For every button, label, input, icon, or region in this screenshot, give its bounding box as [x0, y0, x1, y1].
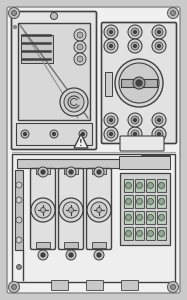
- Bar: [21, 35, 53, 63]
- Circle shape: [134, 118, 137, 122]
- Circle shape: [94, 250, 104, 260]
- Circle shape: [171, 284, 176, 290]
- Bar: [12, 154, 175, 282]
- Bar: [121, 79, 157, 87]
- Circle shape: [41, 170, 45, 174]
- FancyBboxPatch shape: [11, 11, 96, 149]
- Circle shape: [128, 25, 142, 39]
- Bar: [135, 179, 144, 192]
- Bar: [36, 242, 50, 248]
- Circle shape: [38, 167, 48, 177]
- Circle shape: [159, 214, 165, 220]
- Circle shape: [136, 80, 142, 86]
- Circle shape: [152, 25, 166, 39]
- Circle shape: [13, 26, 16, 29]
- Circle shape: [79, 130, 87, 138]
- Bar: [124, 195, 133, 208]
- Circle shape: [53, 133, 56, 136]
- Circle shape: [94, 167, 104, 177]
- Bar: [157, 195, 166, 208]
- Circle shape: [128, 127, 142, 141]
- Circle shape: [97, 253, 101, 257]
- Circle shape: [155, 28, 163, 36]
- Bar: [64, 242, 78, 248]
- Circle shape: [66, 250, 76, 260]
- Circle shape: [110, 31, 113, 34]
- Circle shape: [155, 130, 163, 138]
- Circle shape: [110, 44, 113, 47]
- Circle shape: [97, 170, 101, 174]
- Circle shape: [137, 199, 142, 205]
- Bar: [157, 211, 166, 224]
- Circle shape: [11, 11, 16, 16]
- Circle shape: [152, 113, 166, 127]
- Circle shape: [77, 44, 83, 50]
- Circle shape: [69, 170, 73, 174]
- FancyBboxPatch shape: [87, 280, 103, 290]
- Circle shape: [16, 217, 22, 223]
- Circle shape: [8, 281, 19, 292]
- Circle shape: [16, 237, 22, 243]
- Circle shape: [137, 182, 142, 188]
- Circle shape: [115, 59, 163, 107]
- Circle shape: [128, 39, 142, 53]
- Circle shape: [148, 182, 154, 188]
- Circle shape: [125, 214, 131, 220]
- Circle shape: [107, 130, 115, 138]
- FancyBboxPatch shape: [102, 22, 177, 143]
- Circle shape: [119, 63, 159, 103]
- Circle shape: [137, 214, 142, 220]
- Bar: [17, 159, 137, 168]
- Bar: [92, 242, 106, 248]
- Circle shape: [159, 199, 165, 205]
- Circle shape: [24, 133, 27, 136]
- Circle shape: [82, 133, 85, 136]
- Circle shape: [110, 133, 113, 136]
- Circle shape: [125, 199, 131, 205]
- Bar: [157, 227, 166, 240]
- Circle shape: [131, 28, 139, 36]
- Circle shape: [148, 230, 154, 236]
- Bar: [16, 123, 92, 145]
- Circle shape: [77, 32, 83, 38]
- Circle shape: [16, 182, 22, 188]
- Circle shape: [157, 31, 160, 34]
- Circle shape: [131, 116, 139, 124]
- Circle shape: [74, 41, 86, 53]
- Circle shape: [41, 208, 45, 212]
- Circle shape: [91, 202, 107, 218]
- Circle shape: [168, 281, 179, 292]
- Circle shape: [131, 130, 139, 138]
- Circle shape: [171, 11, 176, 16]
- Bar: [146, 227, 155, 240]
- Circle shape: [134, 44, 137, 47]
- Bar: [124, 211, 133, 224]
- Circle shape: [137, 230, 142, 236]
- Circle shape: [125, 230, 131, 236]
- Circle shape: [66, 167, 76, 177]
- Circle shape: [152, 127, 166, 141]
- FancyBboxPatch shape: [51, 280, 68, 290]
- FancyBboxPatch shape: [30, 169, 56, 250]
- Circle shape: [128, 113, 142, 127]
- Circle shape: [152, 39, 166, 53]
- Bar: [124, 227, 133, 240]
- FancyBboxPatch shape: [87, 169, 111, 250]
- Circle shape: [157, 44, 160, 47]
- Circle shape: [8, 8, 19, 19]
- Circle shape: [50, 130, 58, 138]
- Bar: [146, 211, 155, 224]
- Circle shape: [96, 208, 102, 212]
- FancyBboxPatch shape: [119, 157, 171, 169]
- Circle shape: [107, 116, 115, 124]
- Circle shape: [60, 88, 88, 116]
- Bar: [36, 168, 50, 174]
- Circle shape: [59, 198, 83, 222]
- Circle shape: [104, 113, 118, 127]
- Circle shape: [134, 133, 137, 136]
- Circle shape: [159, 182, 165, 188]
- Bar: [135, 195, 144, 208]
- Circle shape: [35, 202, 51, 218]
- Circle shape: [104, 25, 118, 39]
